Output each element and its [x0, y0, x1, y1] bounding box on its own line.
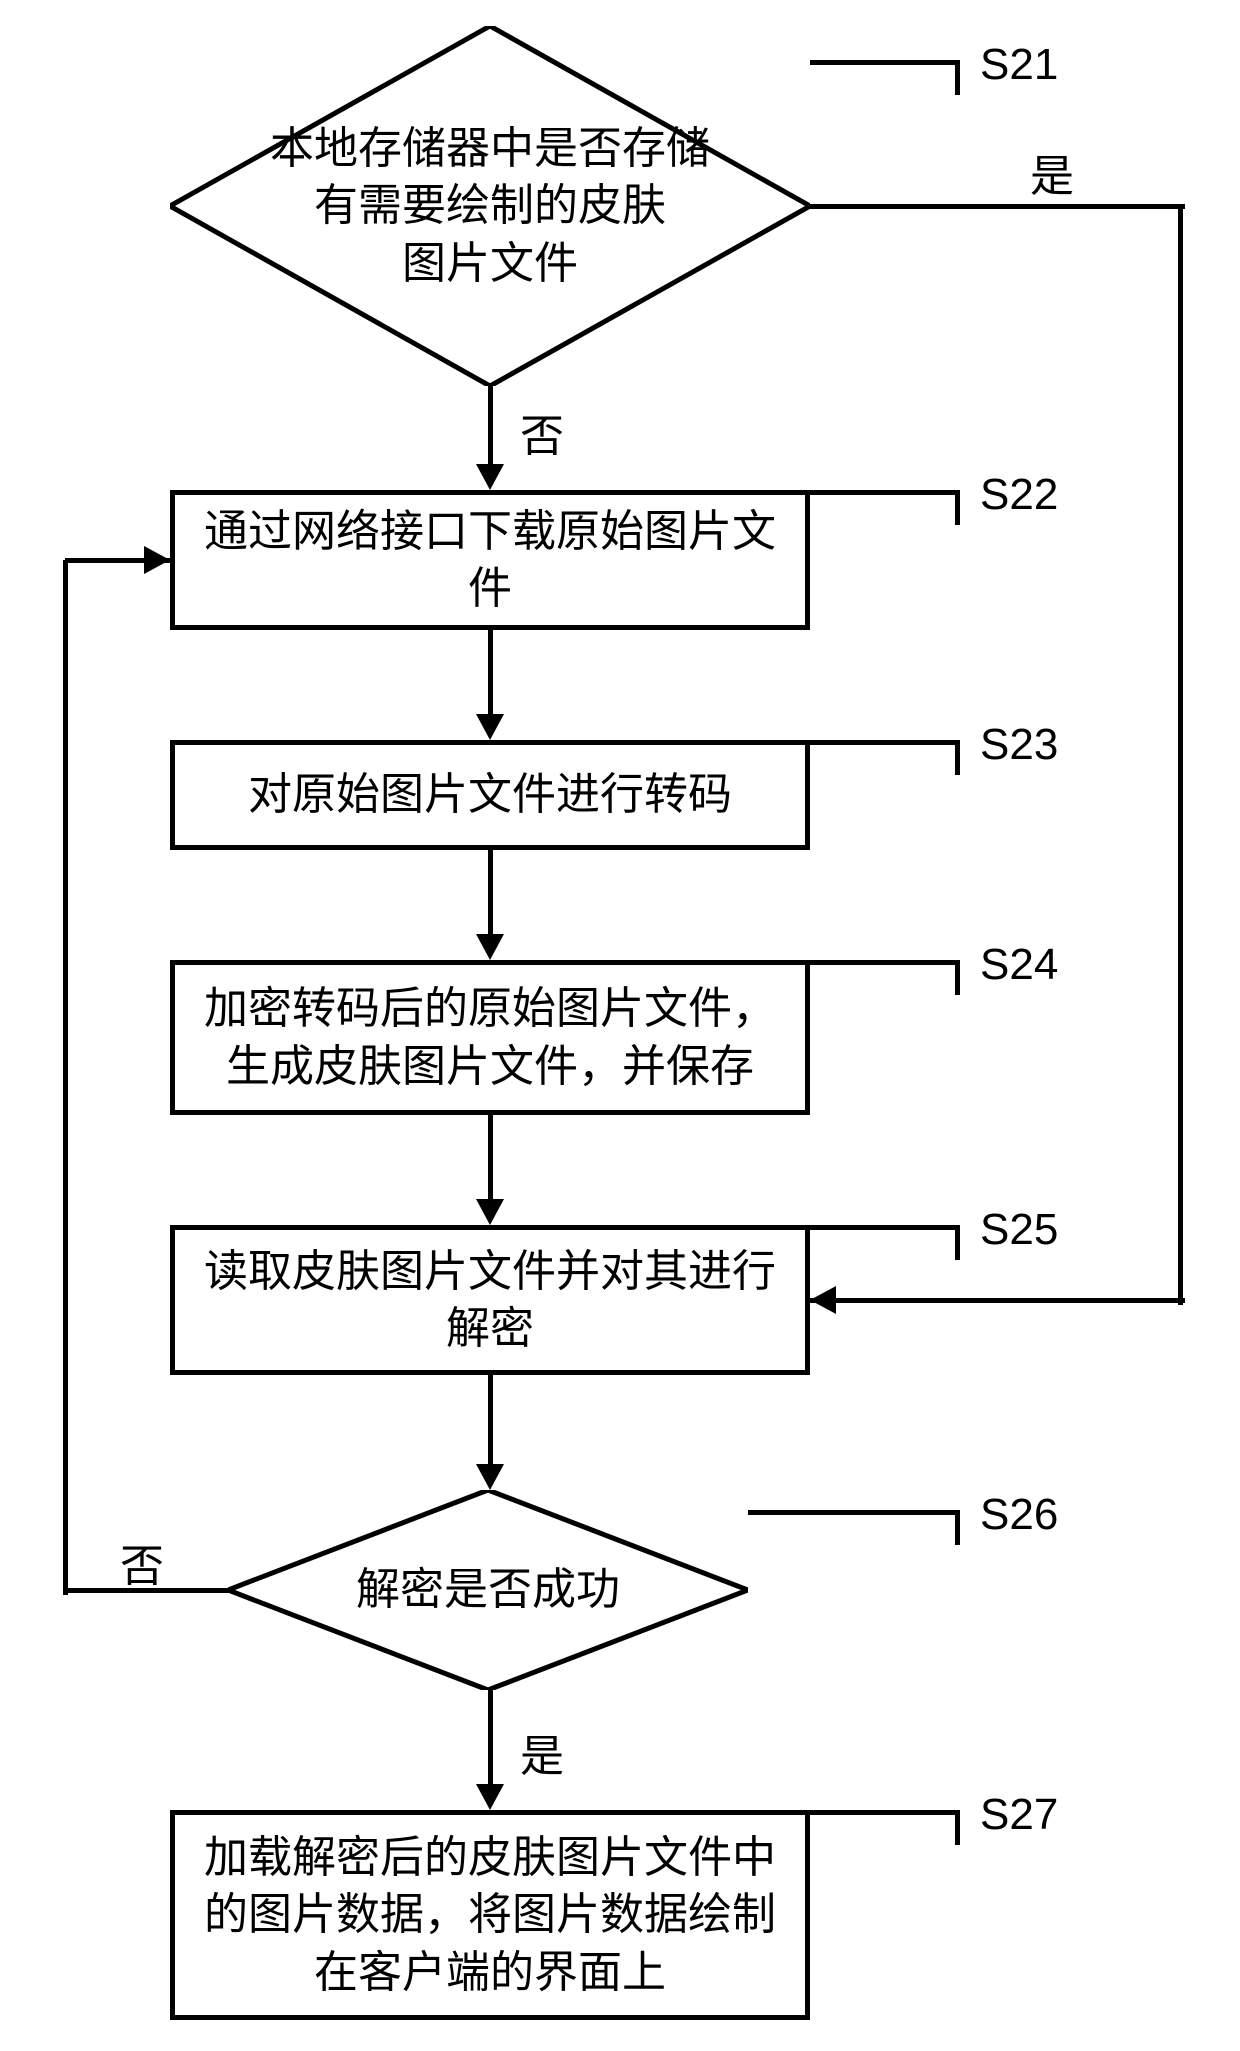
s23-text: 对原始图片文件进行转码 [248, 766, 732, 823]
s26-text: 解密是否成功 [356, 1561, 620, 1618]
s22-label: S22 [980, 470, 1058, 520]
s25-label: S25 [980, 1205, 1058, 1255]
s25-box: 读取皮肤图片文件并对其进行解密 [170, 1225, 810, 1375]
s21-text: 本地存储器中是否存储有需要绘制的皮肤图片文件 [270, 120, 710, 292]
s26-diamond: 解密是否成功 [228, 1490, 748, 1690]
branch-s21_yes: 是 [1030, 140, 1074, 204]
s25-text: 读取皮肤图片文件并对其进行解密 [204, 1243, 776, 1357]
branch-s26_yes: 是 [520, 1720, 564, 1784]
s23-box: 对原始图片文件进行转码 [170, 740, 810, 850]
s24-label: S24 [980, 940, 1058, 990]
s26-label: S26 [980, 1490, 1058, 1540]
s24-text: 加密转码后的原始图片文件，生成皮肤图片文件，并保存 [204, 980, 776, 1094]
s23-label: S23 [980, 720, 1058, 770]
s22-box: 通过网络接口下载原始图片文件 [170, 490, 810, 630]
branch-s26_no: 否 [120, 1530, 164, 1594]
branch-s21_no: 否 [520, 400, 564, 464]
s27-box: 加载解密后的皮肤图片文件中的图片数据，将图片数据绘制在客户端的界面上 [170, 1810, 810, 2020]
s22-text: 通过网络接口下载原始图片文件 [204, 503, 776, 617]
s21-label: S21 [980, 40, 1058, 90]
s21-diamond: 本地存储器中是否存储有需要绘制的皮肤图片文件 [170, 26, 810, 386]
s27-label: S27 [980, 1790, 1058, 1840]
s24-box: 加密转码后的原始图片文件，生成皮肤图片文件，并保存 [170, 960, 810, 1115]
s27-text: 加载解密后的皮肤图片文件中的图片数据，将图片数据绘制在客户端的界面上 [204, 1829, 776, 2001]
